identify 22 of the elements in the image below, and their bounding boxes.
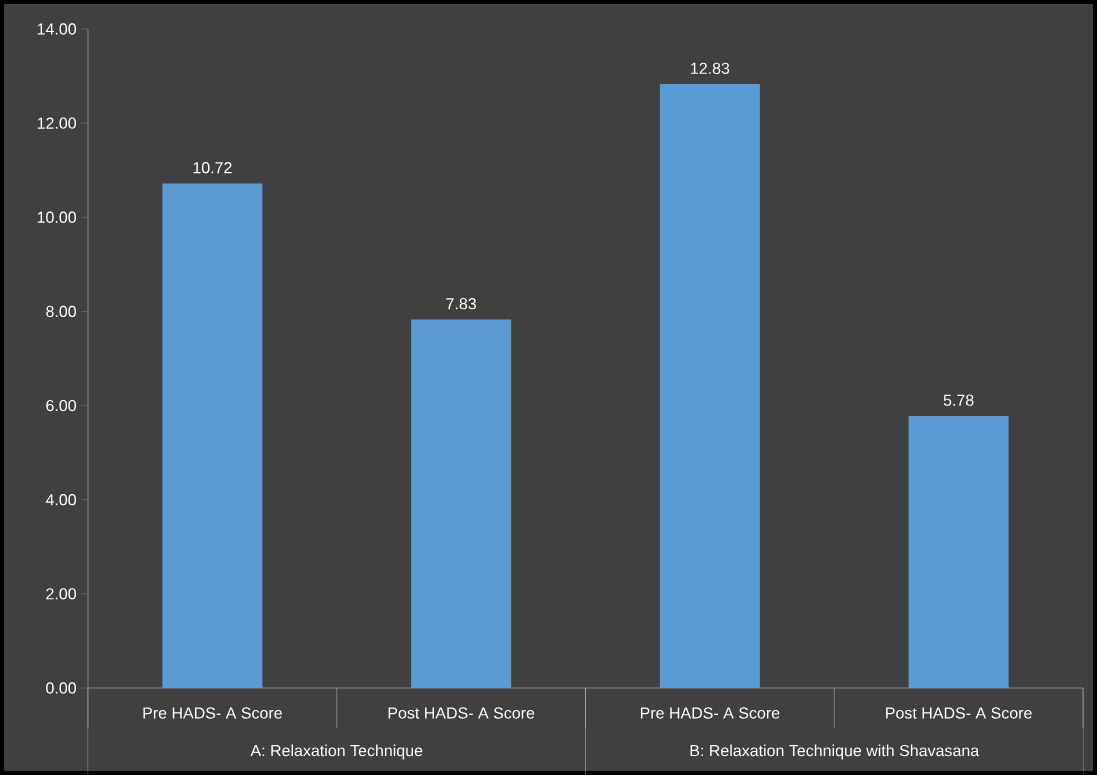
y-tick-label: 6.00 bbox=[46, 399, 77, 412]
bar bbox=[908, 415, 1009, 688]
x-tick-label: Pre HADS- A Score bbox=[143, 707, 282, 719]
data-label: 10.72 bbox=[193, 162, 232, 174]
y-tick-label: 14.00 bbox=[37, 23, 77, 35]
y-tick-label: 12.00 bbox=[37, 117, 77, 129]
text: B: Relaxation Technique with Shavasana bbox=[690, 744, 980, 760]
bar bbox=[162, 183, 263, 688]
data-label: 12.83 bbox=[691, 62, 730, 75]
bar bbox=[411, 319, 512, 688]
x-tick-label: Post HADS- A Score bbox=[886, 707, 1032, 719]
data-label: 7.83 bbox=[446, 298, 476, 310]
y-tick-label: 4.00 bbox=[45, 494, 77, 506]
data-label: 5.78 bbox=[943, 394, 974, 406]
text: A: Relaxation Technique bbox=[250, 744, 423, 760]
y-tick-label: 10.00 bbox=[37, 211, 77, 223]
y-tick-label: 8.00 bbox=[46, 305, 77, 318]
x-tick-label: Pre HADS- A Score bbox=[640, 707, 780, 719]
bar bbox=[659, 84, 760, 688]
y-tick-label: 2.00 bbox=[46, 588, 77, 600]
x-tick-label: Post HADS- A Score bbox=[388, 707, 535, 719]
y-tick-label: 0.00 bbox=[46, 682, 77, 694]
